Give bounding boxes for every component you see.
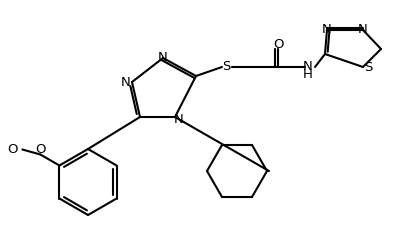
- Text: N: N: [174, 113, 184, 125]
- Text: H: H: [303, 67, 313, 81]
- Text: N: N: [358, 22, 368, 36]
- Text: O: O: [35, 143, 46, 156]
- Text: N: N: [322, 22, 332, 36]
- Text: N: N: [303, 60, 313, 72]
- Text: O: O: [7, 143, 18, 156]
- Text: S: S: [364, 60, 372, 74]
- Text: N: N: [158, 50, 168, 64]
- Text: O: O: [273, 38, 283, 50]
- Text: S: S: [222, 60, 230, 72]
- Text: N: N: [121, 76, 131, 88]
